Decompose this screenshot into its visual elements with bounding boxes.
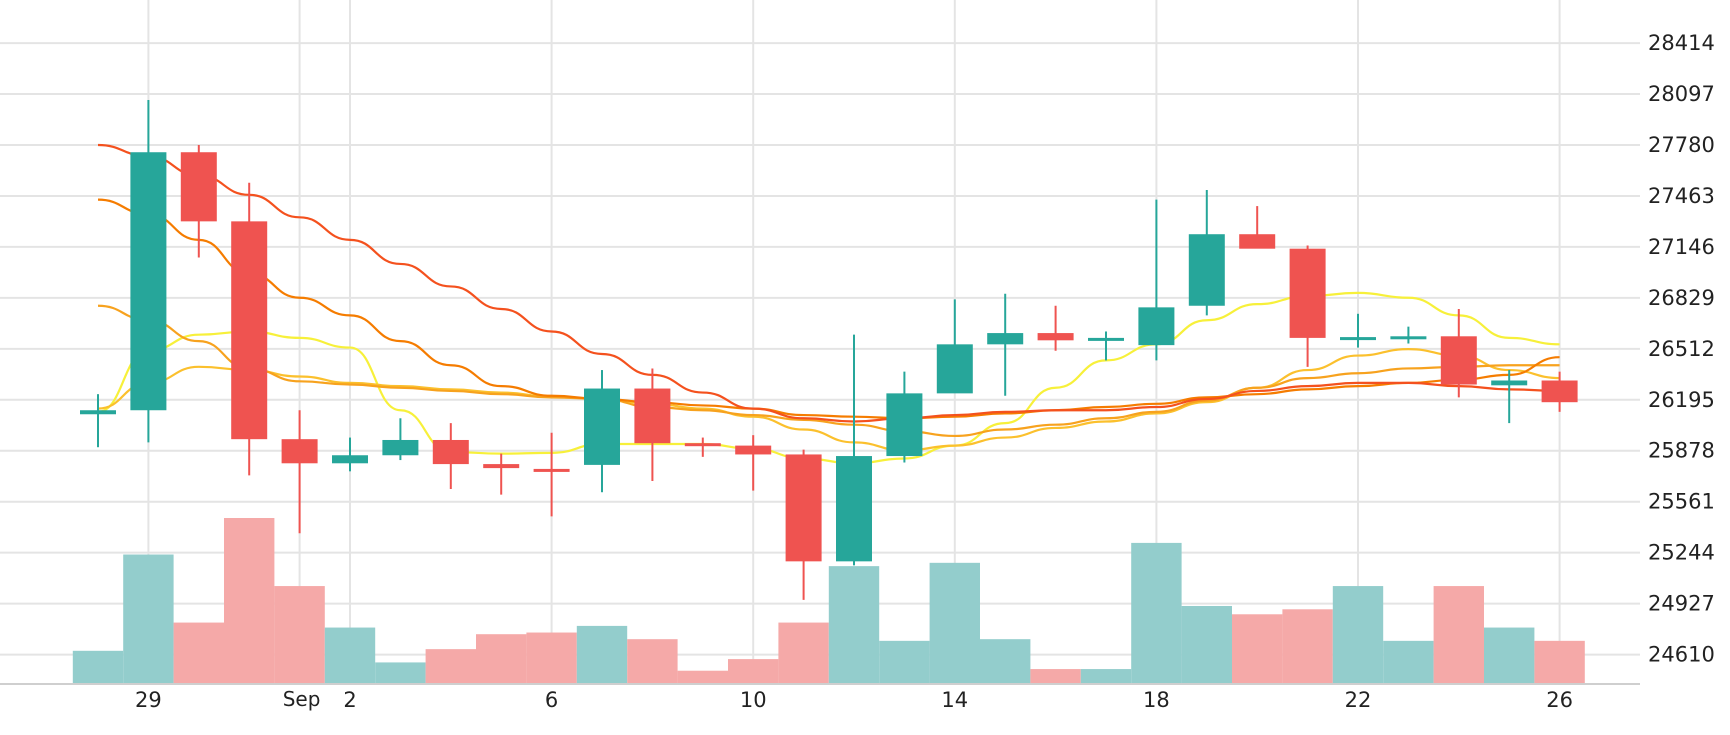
- volume-bar: [1181, 605, 1232, 684]
- candle-body: [80, 410, 116, 415]
- candle-body: [634, 388, 671, 444]
- candle-body: [1491, 380, 1528, 386]
- volume-bar: [375, 662, 426, 684]
- volume-bar: [1534, 640, 1585, 684]
- candle-body: [130, 152, 167, 411]
- volume-bar: [1232, 614, 1283, 684]
- volume-bar: [123, 554, 174, 684]
- y-tick-label: 25561: [1648, 490, 1715, 514]
- y-tick-label: 24610: [1648, 643, 1715, 667]
- volume-bar: [980, 639, 1031, 684]
- volume-bar: [1484, 627, 1535, 684]
- moving-average-line: [97, 348, 1560, 452]
- x-tick-label: 18: [1143, 688, 1170, 712]
- volume-layer: [72, 518, 1585, 684]
- candle-body: [1541, 380, 1578, 403]
- candle-body: [1340, 337, 1376, 341]
- candle-body: [533, 468, 570, 472]
- month-label: Sep: [283, 687, 321, 711]
- volume-bar: [1131, 542, 1182, 684]
- x-tick-label: 14: [941, 688, 968, 712]
- volume-bar: [425, 649, 476, 684]
- volume-bar: [828, 566, 880, 684]
- candle-body: [231, 221, 268, 440]
- candle-body: [1390, 336, 1427, 340]
- y-tick-label: 24927: [1648, 592, 1715, 616]
- moving-average-line: [97, 304, 1560, 438]
- volume-bar: [1433, 586, 1484, 684]
- candle-body: [584, 388, 620, 465]
- candle-body: [785, 454, 822, 562]
- moving-average-line: [97, 143, 1560, 423]
- candle-body: [1088, 337, 1124, 341]
- volume-bar: [173, 622, 224, 684]
- volume-bar: [526, 632, 577, 684]
- volume-bar: [274, 586, 325, 684]
- y-tick-label: 26512: [1648, 337, 1715, 361]
- x-tick-label: 22: [1345, 688, 1372, 712]
- y-tick-label: 28414: [1648, 31, 1715, 55]
- candle-body: [483, 464, 520, 469]
- y-tick-label: 27780: [1648, 133, 1715, 157]
- volume-bar: [72, 650, 124, 684]
- volume-bar: [1332, 586, 1384, 684]
- x-tick-label: 6: [545, 688, 558, 712]
- volume-bar: [224, 518, 275, 684]
- candle-body: [987, 333, 1024, 345]
- x-tick-label: 10: [740, 688, 767, 712]
- volume-bar: [1030, 669, 1081, 684]
- x-tick-label: 29: [135, 688, 162, 712]
- volume-bar: [929, 562, 980, 684]
- candle-layer: [80, 99, 1578, 600]
- volume-bar: [324, 627, 376, 684]
- y-tick-label: 27146: [1648, 235, 1715, 259]
- moving-average-layer: [97, 143, 1560, 465]
- volume-bar: [627, 639, 678, 684]
- x-tick-label: 26: [1546, 688, 1573, 712]
- volume-bar: [1282, 609, 1333, 684]
- candle-body: [1440, 336, 1477, 385]
- volume-bar: [677, 670, 728, 684]
- y-tick-label: 26829: [1648, 286, 1715, 310]
- candle-body: [281, 439, 318, 464]
- y-tick-label: 26195: [1648, 388, 1715, 412]
- volume-bar: [576, 625, 628, 684]
- candle-body: [1037, 333, 1074, 341]
- candle-body: [886, 393, 923, 457]
- candle-body: [1188, 234, 1225, 306]
- y-tick-label: 28097: [1648, 82, 1715, 106]
- y-tick-label: 25878: [1648, 439, 1715, 463]
- candle-body: [332, 455, 368, 464]
- candle-body: [684, 443, 721, 447]
- volume-bar: [1383, 640, 1434, 684]
- candle-body: [1239, 234, 1276, 249]
- axis-layer: 28414 28097 27780 27463 27146 26829 26512 26195…: [0, 31, 1715, 712]
- volume-bar: [728, 659, 779, 684]
- volume-bar: [476, 634, 527, 684]
- y-tick-label: 27463: [1648, 184, 1715, 208]
- candle-body: [1138, 307, 1175, 346]
- moving-average-line: [97, 198, 1560, 420]
- x-tick-label: 2: [343, 688, 356, 712]
- candle-body: [836, 456, 872, 562]
- volume-bar: [879, 640, 930, 684]
- y-tick-label: 25244: [1648, 541, 1715, 565]
- volume-bar: [778, 622, 829, 684]
- volume-bar: [1080, 669, 1132, 684]
- candle-body: [1289, 248, 1326, 338]
- candle-body: [382, 439, 419, 456]
- candle-body: [936, 344, 973, 394]
- candle-body: [432, 439, 469, 465]
- candle-body: [735, 445, 772, 455]
- candle-body: [180, 152, 217, 222]
